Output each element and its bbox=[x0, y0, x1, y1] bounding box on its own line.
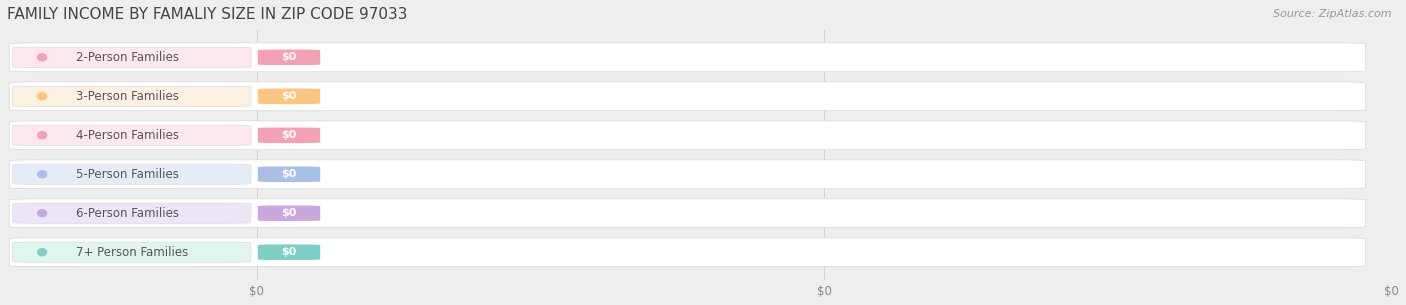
FancyBboxPatch shape bbox=[10, 43, 1365, 72]
Text: FAMILY INCOME BY FAMALIY SIZE IN ZIP CODE 97033: FAMILY INCOME BY FAMALIY SIZE IN ZIP COD… bbox=[7, 7, 408, 22]
FancyBboxPatch shape bbox=[10, 199, 1365, 228]
Text: 2-Person Families: 2-Person Families bbox=[76, 51, 179, 64]
FancyBboxPatch shape bbox=[13, 86, 250, 106]
FancyBboxPatch shape bbox=[13, 47, 250, 67]
Text: 6-Person Families: 6-Person Families bbox=[76, 207, 179, 220]
Text: 4-Person Families: 4-Person Families bbox=[76, 129, 179, 142]
FancyBboxPatch shape bbox=[10, 238, 1365, 267]
Text: 7+ Person Families: 7+ Person Families bbox=[76, 246, 188, 259]
FancyBboxPatch shape bbox=[13, 203, 250, 223]
Ellipse shape bbox=[38, 210, 46, 217]
Ellipse shape bbox=[38, 249, 46, 256]
FancyBboxPatch shape bbox=[257, 127, 321, 143]
Text: 5-Person Families: 5-Person Families bbox=[76, 168, 179, 181]
FancyBboxPatch shape bbox=[13, 242, 250, 262]
Ellipse shape bbox=[38, 93, 46, 100]
FancyBboxPatch shape bbox=[257, 88, 321, 104]
Text: $0: $0 bbox=[281, 169, 297, 179]
FancyBboxPatch shape bbox=[13, 164, 250, 185]
Text: Source: ZipAtlas.com: Source: ZipAtlas.com bbox=[1274, 9, 1392, 19]
Text: 3-Person Families: 3-Person Families bbox=[76, 90, 179, 103]
Ellipse shape bbox=[38, 132, 46, 139]
FancyBboxPatch shape bbox=[257, 167, 321, 182]
Text: $0: $0 bbox=[281, 247, 297, 257]
FancyBboxPatch shape bbox=[257, 244, 321, 260]
Text: $0: $0 bbox=[281, 208, 297, 218]
FancyBboxPatch shape bbox=[10, 121, 1365, 150]
FancyBboxPatch shape bbox=[10, 160, 1365, 189]
FancyBboxPatch shape bbox=[257, 206, 321, 221]
Ellipse shape bbox=[38, 171, 46, 178]
Text: $0: $0 bbox=[281, 91, 297, 101]
Text: $0: $0 bbox=[281, 130, 297, 140]
Text: $0: $0 bbox=[281, 52, 297, 62]
FancyBboxPatch shape bbox=[257, 49, 321, 65]
Ellipse shape bbox=[38, 54, 46, 61]
FancyBboxPatch shape bbox=[10, 82, 1365, 111]
FancyBboxPatch shape bbox=[13, 125, 250, 145]
